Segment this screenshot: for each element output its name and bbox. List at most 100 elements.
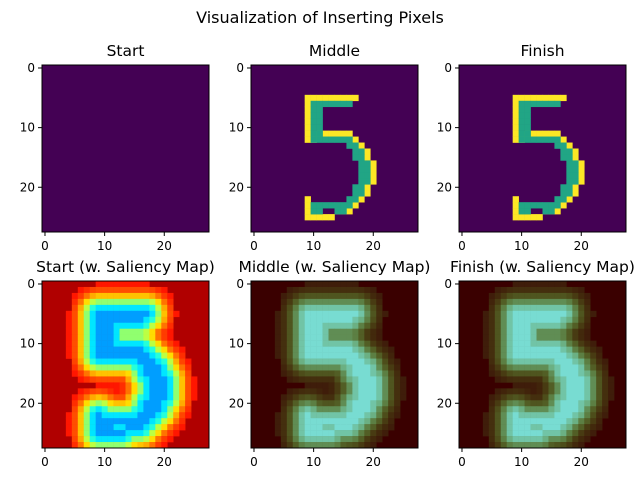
saliency-cell — [328, 352, 335, 359]
saliency-cell — [566, 364, 573, 371]
saliency-cell — [328, 286, 335, 294]
saliency-cell — [566, 442, 573, 449]
saliency-cell — [542, 292, 549, 300]
saliency-cell — [107, 346, 114, 353]
saliency-cell — [352, 298, 359, 306]
saliency-cell — [304, 352, 311, 359]
saliency-cell — [113, 304, 120, 312]
saliency-cell — [161, 322, 168, 330]
saliency-cell — [89, 430, 96, 437]
saliency-cell — [530, 304, 537, 312]
saliency-cell — [137, 442, 144, 449]
saliency-cell — [65, 346, 73, 353]
saliency-cell — [536, 328, 543, 335]
saliency-cell — [304, 388, 311, 395]
saliency-cell — [310, 424, 317, 431]
saliency-cell — [578, 328, 585, 335]
saliency-cell — [89, 424, 96, 431]
saliency-cell — [370, 412, 377, 419]
saliency-cell — [554, 316, 561, 324]
saliency-cell — [322, 281, 329, 288]
saliency-cell — [352, 430, 359, 437]
saliency-cell — [524, 316, 531, 324]
saliency-cell — [572, 340, 579, 347]
saliency-cell — [334, 316, 341, 324]
saliency-cell — [83, 310, 91, 318]
saliency-cell — [107, 304, 114, 312]
saliency-cell — [107, 281, 114, 288]
saliency-cell — [107, 352, 114, 359]
saliency-cell — [310, 340, 317, 347]
saliency-cell — [310, 352, 317, 359]
saliency-cell — [518, 418, 525, 425]
saliency-cell — [584, 304, 591, 312]
saliency-cell — [506, 358, 513, 365]
saliency-cell — [292, 388, 300, 395]
saliency-cell — [530, 346, 537, 353]
saliency-cell — [590, 424, 597, 431]
pixel-cell — [548, 208, 555, 215]
saliency-cell — [578, 286, 585, 294]
saliency-cell — [95, 442, 102, 449]
saliency-cell — [101, 400, 108, 407]
saliency-cell — [173, 352, 180, 359]
saliency-cell — [572, 442, 579, 449]
saliency-cell — [316, 406, 323, 413]
saliency-cell — [524, 382, 531, 389]
saliency-cell — [548, 370, 555, 377]
saliency-cell — [506, 334, 513, 341]
pixel-cell — [340, 100, 347, 108]
saliency-cell — [173, 358, 180, 365]
pixel-cell — [352, 148, 359, 155]
saliency-cell — [370, 334, 377, 341]
saliency-cell — [572, 436, 579, 443]
pixel-cell — [352, 190, 359, 197]
saliency-cell — [274, 352, 282, 359]
x-tick-label: 20 — [157, 455, 172, 469]
saliency-cell — [167, 334, 174, 341]
saliency-cell — [376, 412, 383, 419]
saliency-cell — [494, 358, 502, 365]
saliency-cell — [161, 304, 168, 312]
saliency-cell — [149, 298, 156, 306]
saliency-cell — [77, 424, 85, 431]
pixel-cell — [578, 166, 585, 173]
saliency-cell — [167, 322, 174, 330]
saliency-cell — [578, 436, 585, 443]
saliency-cell — [304, 400, 311, 407]
saliency-cell — [119, 436, 126, 443]
saliency-cell — [155, 418, 162, 425]
pixel-cell — [304, 214, 311, 221]
saliency-cell — [304, 406, 311, 413]
saliency-cell — [83, 358, 91, 365]
saliency-cell — [101, 376, 108, 383]
saliency-cell — [376, 394, 383, 401]
axes-frame — [41, 280, 210, 449]
saliency-cell — [506, 388, 513, 395]
pixel-cell — [316, 118, 323, 125]
pixel-cell — [304, 136, 311, 143]
saliency-cell — [113, 370, 120, 377]
saliency-cell — [179, 394, 186, 401]
saliency-cell — [77, 376, 85, 383]
x-tick-label: 0 — [250, 455, 258, 469]
saliency-cell — [119, 430, 126, 437]
saliency-cell — [155, 316, 162, 324]
saliency-cell — [346, 430, 353, 437]
saliency-cell — [292, 436, 300, 443]
saliency-cell — [274, 430, 282, 437]
saliency-cell — [131, 376, 138, 383]
saliency-cell — [542, 286, 549, 294]
saliency-cell — [137, 382, 144, 389]
saliency-cell — [578, 322, 585, 330]
saliency-cell — [536, 340, 543, 347]
saliency-cell — [322, 304, 329, 312]
saliency-cell — [292, 358, 300, 365]
saliency-cell — [125, 292, 132, 300]
saliency-cell — [340, 436, 347, 443]
pixel-cell — [524, 202, 531, 209]
saliency-cell — [358, 412, 365, 419]
saliency-cell — [512, 292, 519, 300]
saliency-cell — [95, 406, 102, 413]
saliency-cell — [125, 340, 132, 347]
